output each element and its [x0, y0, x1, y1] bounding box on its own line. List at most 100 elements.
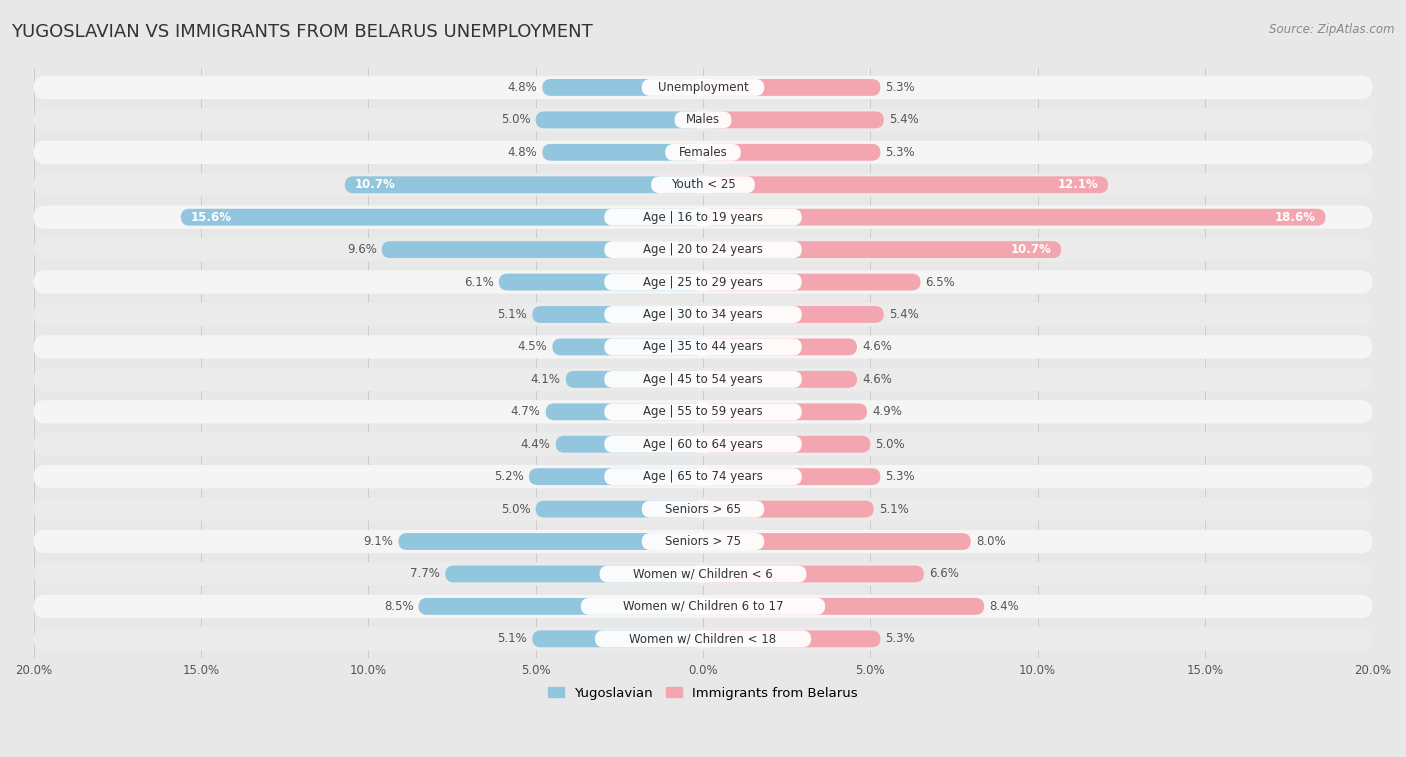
FancyBboxPatch shape	[344, 176, 703, 193]
Text: 8.4%: 8.4%	[990, 600, 1019, 613]
Text: 10.7%: 10.7%	[1011, 243, 1052, 256]
Text: Age | 25 to 29 years: Age | 25 to 29 years	[643, 276, 763, 288]
FancyBboxPatch shape	[605, 338, 801, 355]
FancyBboxPatch shape	[34, 238, 1372, 261]
FancyBboxPatch shape	[703, 500, 873, 518]
FancyBboxPatch shape	[703, 241, 1062, 258]
FancyBboxPatch shape	[381, 241, 703, 258]
FancyBboxPatch shape	[34, 173, 1372, 196]
Text: 5.3%: 5.3%	[886, 470, 915, 483]
FancyBboxPatch shape	[703, 436, 870, 453]
Text: Youth < 25: Youth < 25	[671, 178, 735, 192]
FancyBboxPatch shape	[499, 273, 703, 291]
Text: Women w/ Children 6 to 17: Women w/ Children 6 to 17	[623, 600, 783, 613]
FancyBboxPatch shape	[605, 469, 801, 485]
FancyBboxPatch shape	[34, 627, 1372, 650]
FancyBboxPatch shape	[703, 111, 884, 129]
Text: Age | 35 to 44 years: Age | 35 to 44 years	[643, 341, 763, 354]
Text: Seniors > 75: Seniors > 75	[665, 535, 741, 548]
FancyBboxPatch shape	[703, 565, 924, 582]
Text: YUGOSLAVIAN VS IMMIGRANTS FROM BELARUS UNEMPLOYMENT: YUGOSLAVIAN VS IMMIGRANTS FROM BELARUS U…	[11, 23, 593, 41]
FancyBboxPatch shape	[703, 144, 880, 160]
FancyBboxPatch shape	[34, 465, 1372, 488]
FancyBboxPatch shape	[543, 79, 703, 96]
FancyBboxPatch shape	[34, 400, 1372, 423]
Text: Seniors > 65: Seniors > 65	[665, 503, 741, 516]
Text: 4.9%: 4.9%	[872, 405, 901, 419]
Text: 5.0%: 5.0%	[501, 503, 530, 516]
FancyBboxPatch shape	[34, 562, 1372, 586]
FancyBboxPatch shape	[703, 598, 984, 615]
Text: 7.7%: 7.7%	[411, 568, 440, 581]
Text: 12.1%: 12.1%	[1057, 178, 1098, 192]
Text: 5.1%: 5.1%	[498, 308, 527, 321]
Text: Age | 55 to 59 years: Age | 55 to 59 years	[643, 405, 763, 419]
FancyBboxPatch shape	[565, 371, 703, 388]
FancyBboxPatch shape	[703, 79, 880, 96]
Text: 9.1%: 9.1%	[364, 535, 394, 548]
Text: Age | 60 to 64 years: Age | 60 to 64 years	[643, 438, 763, 450]
FancyBboxPatch shape	[181, 209, 703, 226]
FancyBboxPatch shape	[533, 631, 703, 647]
Text: 6.5%: 6.5%	[925, 276, 955, 288]
FancyBboxPatch shape	[398, 533, 703, 550]
FancyBboxPatch shape	[446, 565, 703, 582]
Text: 5.3%: 5.3%	[886, 632, 915, 645]
FancyBboxPatch shape	[703, 209, 1326, 226]
FancyBboxPatch shape	[703, 273, 921, 291]
FancyBboxPatch shape	[34, 335, 1372, 359]
FancyBboxPatch shape	[543, 144, 703, 160]
FancyBboxPatch shape	[703, 306, 884, 323]
FancyBboxPatch shape	[703, 403, 868, 420]
FancyBboxPatch shape	[703, 631, 880, 647]
Text: 5.1%: 5.1%	[498, 632, 527, 645]
FancyBboxPatch shape	[34, 530, 1372, 553]
Text: 5.0%: 5.0%	[501, 114, 530, 126]
Text: Age | 45 to 54 years: Age | 45 to 54 years	[643, 373, 763, 386]
Text: 5.2%: 5.2%	[494, 470, 524, 483]
FancyBboxPatch shape	[34, 303, 1372, 326]
FancyBboxPatch shape	[34, 108, 1372, 132]
Text: 5.1%: 5.1%	[879, 503, 908, 516]
FancyBboxPatch shape	[555, 436, 703, 453]
FancyBboxPatch shape	[34, 432, 1372, 456]
Text: 5.4%: 5.4%	[889, 114, 918, 126]
Text: Age | 30 to 34 years: Age | 30 to 34 years	[643, 308, 763, 321]
FancyBboxPatch shape	[703, 176, 1108, 193]
Text: Age | 20 to 24 years: Age | 20 to 24 years	[643, 243, 763, 256]
FancyBboxPatch shape	[605, 241, 801, 258]
FancyBboxPatch shape	[605, 436, 801, 453]
FancyBboxPatch shape	[34, 205, 1372, 229]
Text: 4.7%: 4.7%	[510, 405, 541, 419]
Text: 5.3%: 5.3%	[886, 81, 915, 94]
FancyBboxPatch shape	[641, 79, 765, 96]
Text: 6.6%: 6.6%	[929, 568, 959, 581]
Text: Females: Females	[679, 146, 727, 159]
Text: 4.1%: 4.1%	[531, 373, 561, 386]
FancyBboxPatch shape	[581, 598, 825, 615]
FancyBboxPatch shape	[595, 631, 811, 647]
Text: Women w/ Children < 6: Women w/ Children < 6	[633, 568, 773, 581]
Text: 4.8%: 4.8%	[508, 146, 537, 159]
FancyBboxPatch shape	[34, 76, 1372, 99]
FancyBboxPatch shape	[34, 141, 1372, 164]
FancyBboxPatch shape	[641, 533, 765, 550]
FancyBboxPatch shape	[553, 338, 703, 355]
FancyBboxPatch shape	[703, 533, 970, 550]
Text: Age | 65 to 74 years: Age | 65 to 74 years	[643, 470, 763, 483]
FancyBboxPatch shape	[419, 598, 703, 615]
Text: Age | 16 to 19 years: Age | 16 to 19 years	[643, 210, 763, 223]
Text: 4.8%: 4.8%	[508, 81, 537, 94]
Text: 5.3%: 5.3%	[886, 146, 915, 159]
FancyBboxPatch shape	[703, 338, 858, 355]
FancyBboxPatch shape	[651, 176, 755, 193]
FancyBboxPatch shape	[34, 497, 1372, 521]
Text: 5.4%: 5.4%	[889, 308, 918, 321]
FancyBboxPatch shape	[675, 111, 731, 129]
Text: 4.6%: 4.6%	[862, 373, 891, 386]
FancyBboxPatch shape	[34, 368, 1372, 391]
Text: Source: ZipAtlas.com: Source: ZipAtlas.com	[1270, 23, 1395, 36]
Text: 10.7%: 10.7%	[354, 178, 395, 192]
FancyBboxPatch shape	[665, 144, 741, 160]
FancyBboxPatch shape	[536, 111, 703, 129]
